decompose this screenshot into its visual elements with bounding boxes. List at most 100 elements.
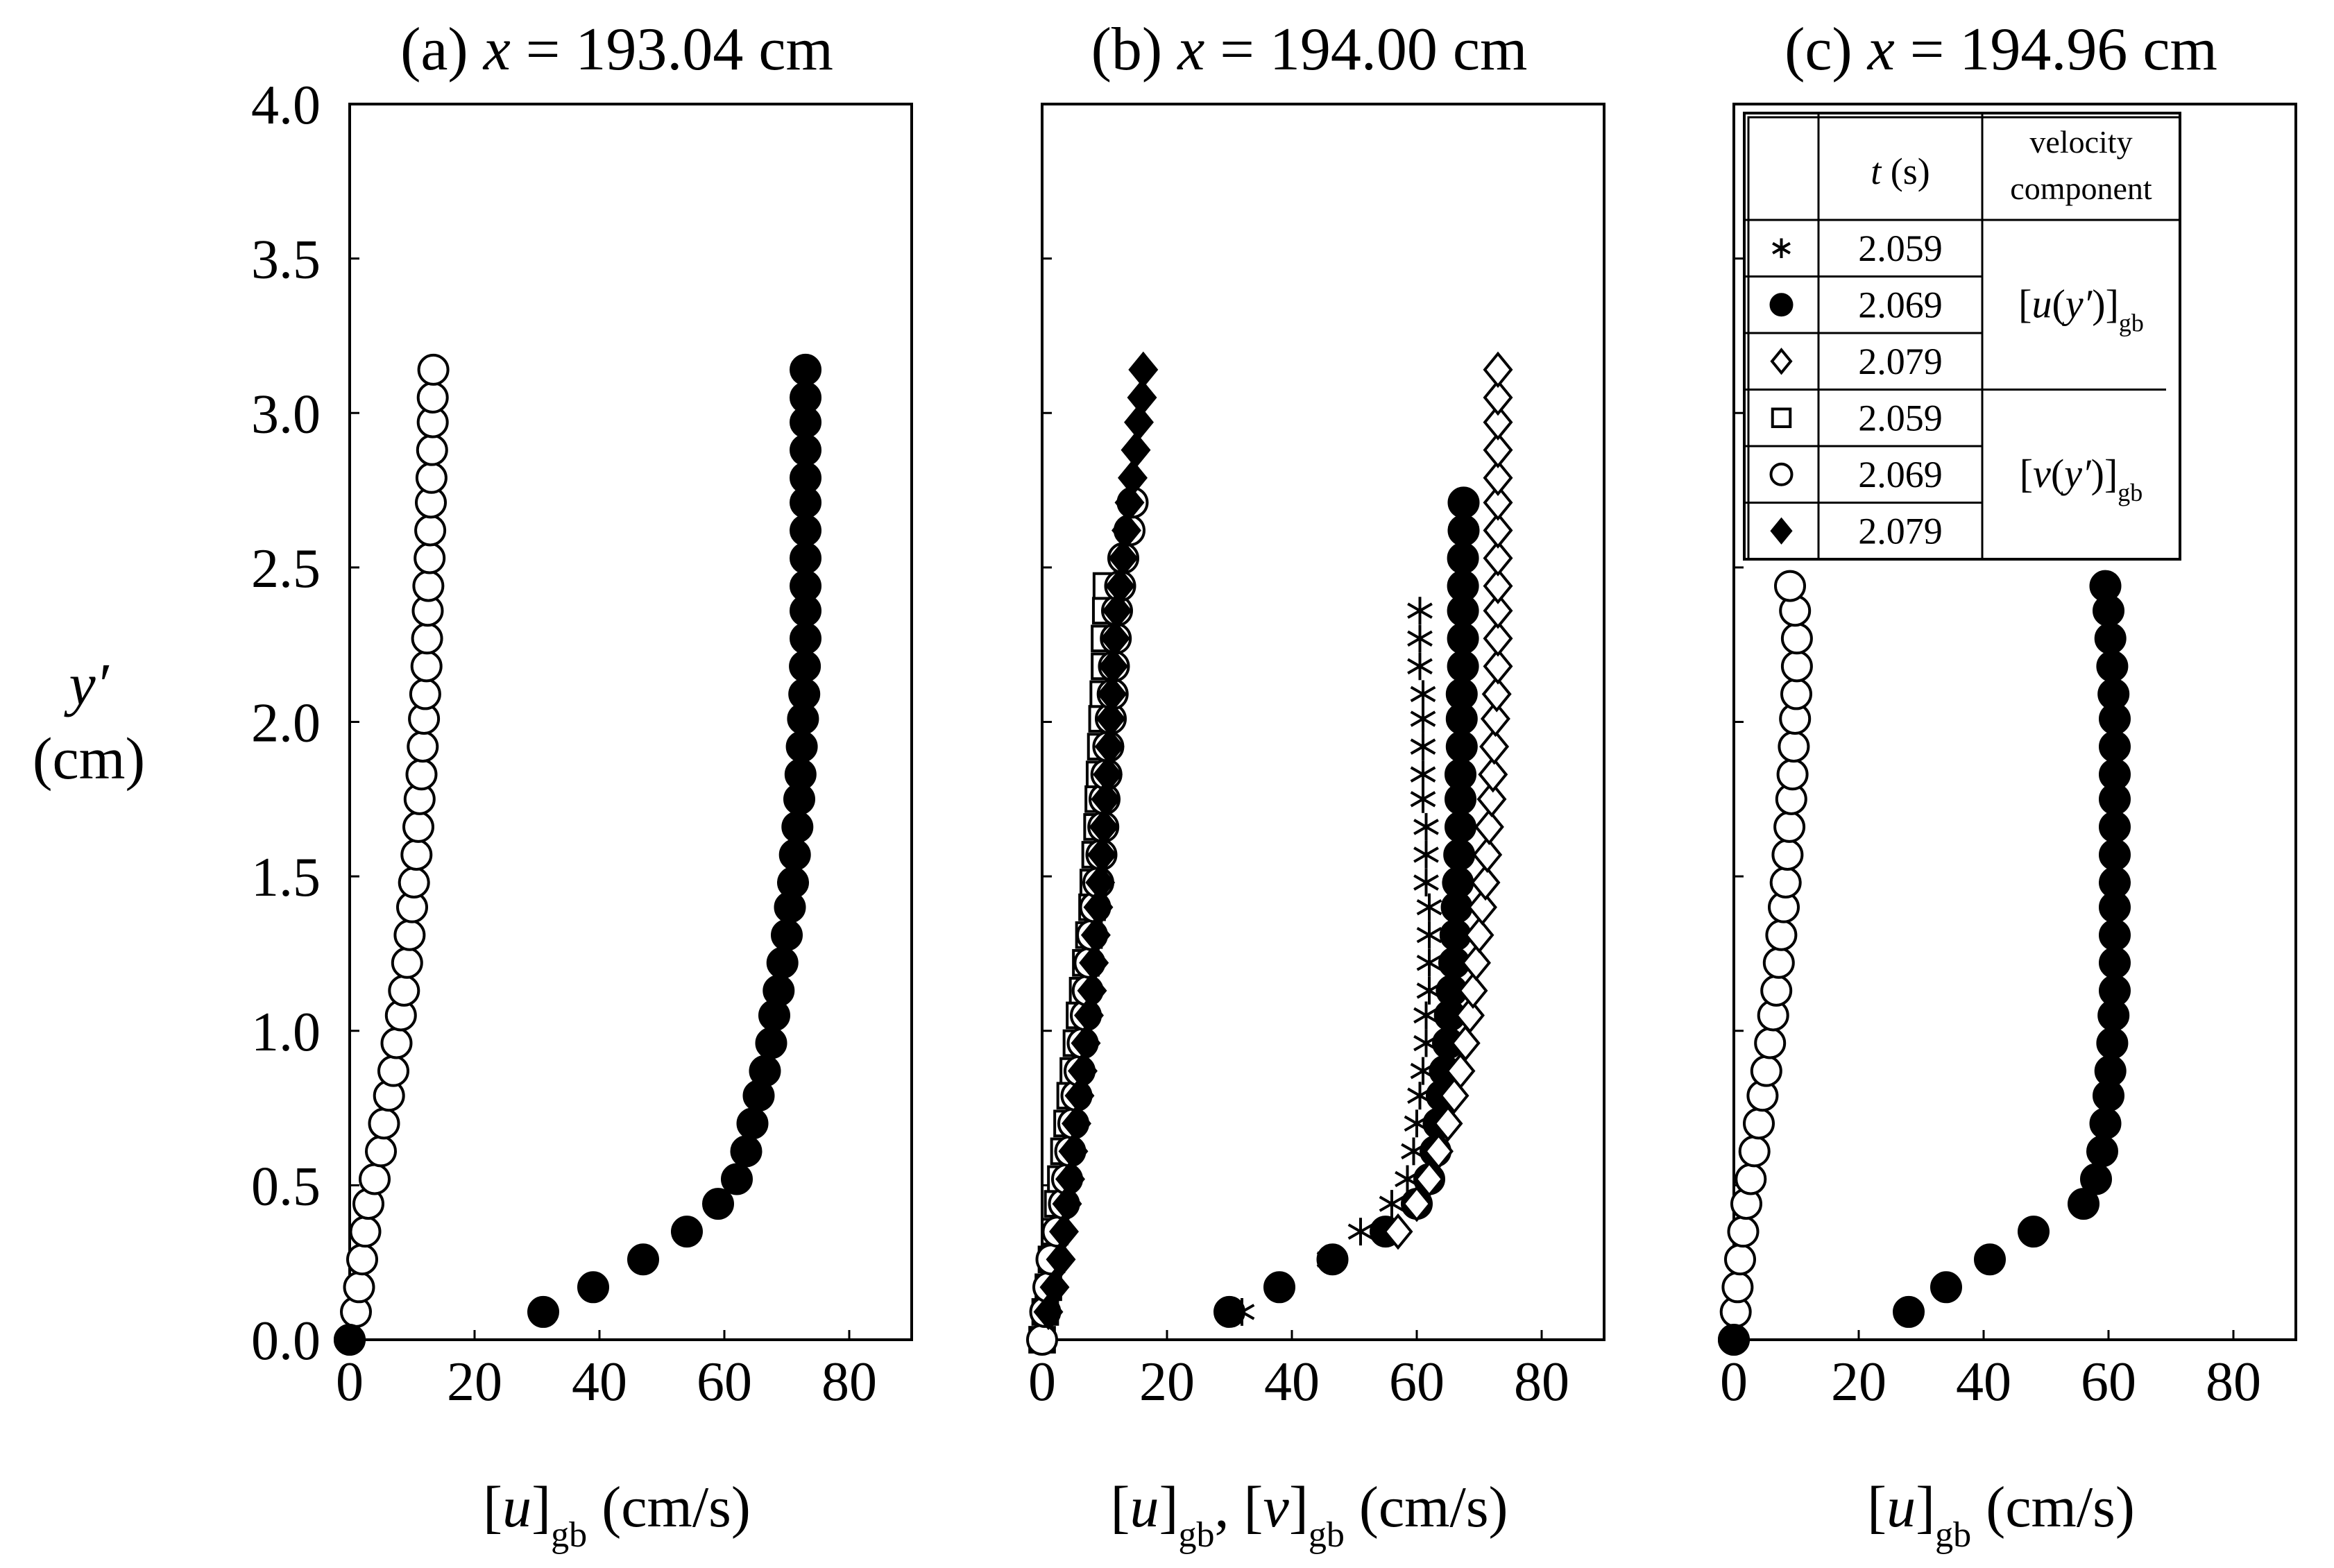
legend-marker: [1772, 238, 1791, 258]
chart-title-part: x: [1866, 16, 1895, 83]
legend-component-part: (: [2051, 451, 2064, 496]
marker: [1062, 1105, 1091, 1142]
marker: [377, 1055, 409, 1087]
x-axis-label-part: [: [483, 1475, 502, 1540]
marker: [781, 810, 814, 843]
legend-component-part: [: [2020, 451, 2033, 496]
x-tick-label: 80: [821, 1352, 877, 1413]
marker: [400, 838, 433, 871]
marker: [1447, 542, 1479, 574]
marker: [1483, 620, 1513, 657]
marker: [2099, 946, 2131, 979]
legend-component-part: u: [2031, 281, 2052, 326]
marker: [777, 867, 809, 899]
marker: [1121, 432, 1151, 468]
marker: [1738, 1135, 1771, 1168]
marker: [1402, 1185, 1432, 1222]
marker: [1724, 1243, 1756, 1276]
chart-title-part: x: [1176, 16, 1204, 83]
marker: [1483, 432, 1513, 468]
legend-marker: [1770, 517, 1793, 545]
marker: [1447, 650, 1479, 683]
marker: [1098, 648, 1129, 685]
marker: [1483, 568, 1513, 604]
x-tick-label: 40: [1264, 1352, 1320, 1413]
marker: [1445, 1053, 1476, 1089]
marker: [1479, 728, 1510, 765]
marker: [365, 1135, 397, 1168]
marker: [1049, 1213, 1079, 1250]
legend-label: 2.079: [1858, 341, 1943, 382]
marker: [2018, 1216, 2050, 1248]
y-tick-label: 2.0: [251, 693, 321, 754]
marker: [1447, 514, 1480, 547]
marker: [1483, 512, 1513, 549]
marker: [1780, 678, 1812, 710]
marker: [1094, 728, 1125, 765]
marker: [1118, 459, 1148, 497]
marker: [1447, 622, 1479, 655]
legend-component-part: [: [2018, 281, 2031, 326]
marker: [1727, 1216, 1760, 1248]
marker: [1461, 944, 1491, 982]
legend-label: 2.079: [1858, 510, 1943, 552]
marker: [1445, 810, 1476, 843]
marker: [1039, 1269, 1070, 1306]
marker: [407, 731, 439, 763]
x-tick-label: 20: [447, 1352, 502, 1413]
x-tick-label: 60: [1389, 1352, 1445, 1413]
marker: [1780, 650, 1813, 683]
marker: [1483, 484, 1513, 521]
marker: [1447, 570, 1479, 602]
marker: [790, 622, 821, 655]
x-axis-label-part: (cm/s): [587, 1475, 751, 1540]
marker: [2080, 1163, 2112, 1195]
marker: [1481, 676, 1512, 713]
x-tick-label: 0: [1720, 1352, 1748, 1413]
x-axis-label-part: ]: [1289, 1475, 1309, 1540]
legend-marker: [1771, 407, 1792, 428]
legend-component-part: y′: [2062, 281, 2093, 326]
marker: [1416, 921, 1442, 949]
marker: [1383, 1213, 1413, 1250]
marker: [1102, 592, 1132, 629]
marker: [1447, 486, 1480, 519]
marker: [577, 1271, 609, 1304]
legend-component-part: v: [2033, 451, 2051, 496]
marker: [1470, 864, 1501, 901]
marker: [763, 974, 795, 1007]
legend-table: [1747, 116, 2181, 561]
marker: [1765, 919, 1798, 951]
x-tick-label: 60: [697, 1352, 752, 1413]
y-tick-label: 3.5: [251, 230, 321, 291]
marker: [1058, 1133, 1089, 1170]
marker: [1760, 974, 1793, 1007]
marker: [2086, 1135, 2118, 1168]
chart-title: (b) x = 194.00 cm: [1091, 16, 1528, 83]
marker: [1127, 379, 1157, 416]
x-tick-label: 80: [2206, 1352, 2261, 1413]
marker: [1410, 680, 1436, 708]
chart-title-part: (b): [1091, 16, 1178, 83]
y-tick-label: 4.0: [251, 75, 321, 136]
marker: [1483, 351, 1513, 389]
marker: [380, 1027, 413, 1059]
marker: [1079, 944, 1109, 982]
marker: [388, 974, 420, 1007]
marker: [2094, 1055, 2127, 1087]
marker: [1407, 597, 1433, 625]
marker: [411, 622, 443, 655]
marker: [1407, 652, 1433, 681]
marker: [346, 1243, 378, 1276]
legend-component: [u(y′)]gb: [2018, 281, 2144, 336]
marker: [1721, 1271, 1754, 1304]
marker: [1077, 972, 1107, 1009]
y-axis-label: y′: [64, 651, 110, 717]
marker: [1762, 946, 1795, 979]
marker: [1445, 678, 1478, 710]
x-tick-label: 40: [572, 1352, 627, 1413]
y-tick-label: 1.0: [251, 1002, 321, 1063]
marker: [790, 381, 821, 414]
y-tick-label: 0.5: [251, 1156, 321, 1217]
marker: [2089, 1107, 2122, 1140]
